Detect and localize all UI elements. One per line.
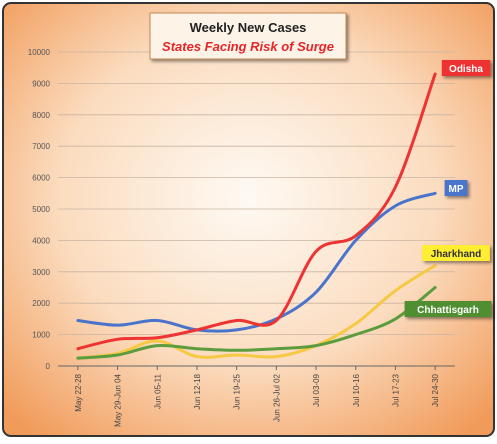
x-tick-label: Jul 17-23 (391, 373, 400, 406)
svg-text:Odisha: Odisha (449, 64, 483, 75)
y-tick-label: 7000 (32, 142, 50, 151)
y-tick-label: 1000 (32, 331, 50, 340)
series-line-chhattisgarh (76, 286, 437, 360)
series-label-odisha: Odisha (441, 60, 491, 76)
series-line-odisha (76, 72, 437, 351)
y-tick-label: 8000 (32, 111, 50, 120)
x-tick-label: Jul 24-30 (431, 373, 440, 406)
y-tick-label: 4000 (32, 236, 50, 245)
y-tick-label: 5000 (32, 205, 50, 214)
x-tick-label: Jun 19-25 (233, 373, 242, 409)
y-tick-label: 2000 (32, 299, 50, 308)
x-tick-label: Jul 03-09 (312, 373, 321, 406)
series-label-mp: MP (444, 180, 468, 196)
y-tick-label: 0 (46, 362, 51, 371)
series-label-chhattisgarh: Chhattisgarh (404, 301, 492, 317)
x-tick-label: May 29-Jun 04 (114, 373, 123, 426)
y-axis: 0 1000 2000 3000 4000 5000 6000 7000 8000 9000 100… (28, 48, 51, 371)
chart-title: Weekly New Cases (190, 20, 307, 35)
x-tick-label: May 22-28 (74, 373, 83, 411)
chart-subtitle: States Facing Risk of Surge (162, 39, 334, 54)
chart-frame (2, 2, 495, 437)
y-tick-label: 6000 (32, 174, 50, 183)
y-tick-label: 9000 (32, 79, 50, 88)
x-axis: May 22-28 May 29-Jun 04 Jun 05-11 Jun 12-18… (74, 366, 440, 427)
x-tick-label: Jun 12-18 (193, 373, 202, 409)
x-tick-label: Jul 10-16 (352, 373, 361, 406)
y-tick-label: 3000 (32, 268, 50, 277)
svg-text:MP: MP (449, 184, 464, 195)
svg-text:Chhattisgarh: Chhattisgarh (417, 305, 479, 316)
series-lines (76, 72, 437, 360)
svg-text:Jharkhand: Jharkhand (431, 249, 482, 260)
gridlines (58, 51, 455, 367)
series-line-jharkhand (76, 264, 437, 360)
series-label-jharkhand: Jharkhand (422, 245, 490, 261)
x-tick-label: Jun 05-11 (153, 373, 162, 409)
x-tick-label: Jun 26-Jul 02 (272, 373, 281, 422)
series-labels: Odisha MP Jharkhand Chhattisgarh (404, 60, 492, 317)
title-box: Weekly New Cases States Facing Risk of S… (149, 12, 347, 60)
y-tick-label: 10000 (28, 48, 51, 57)
